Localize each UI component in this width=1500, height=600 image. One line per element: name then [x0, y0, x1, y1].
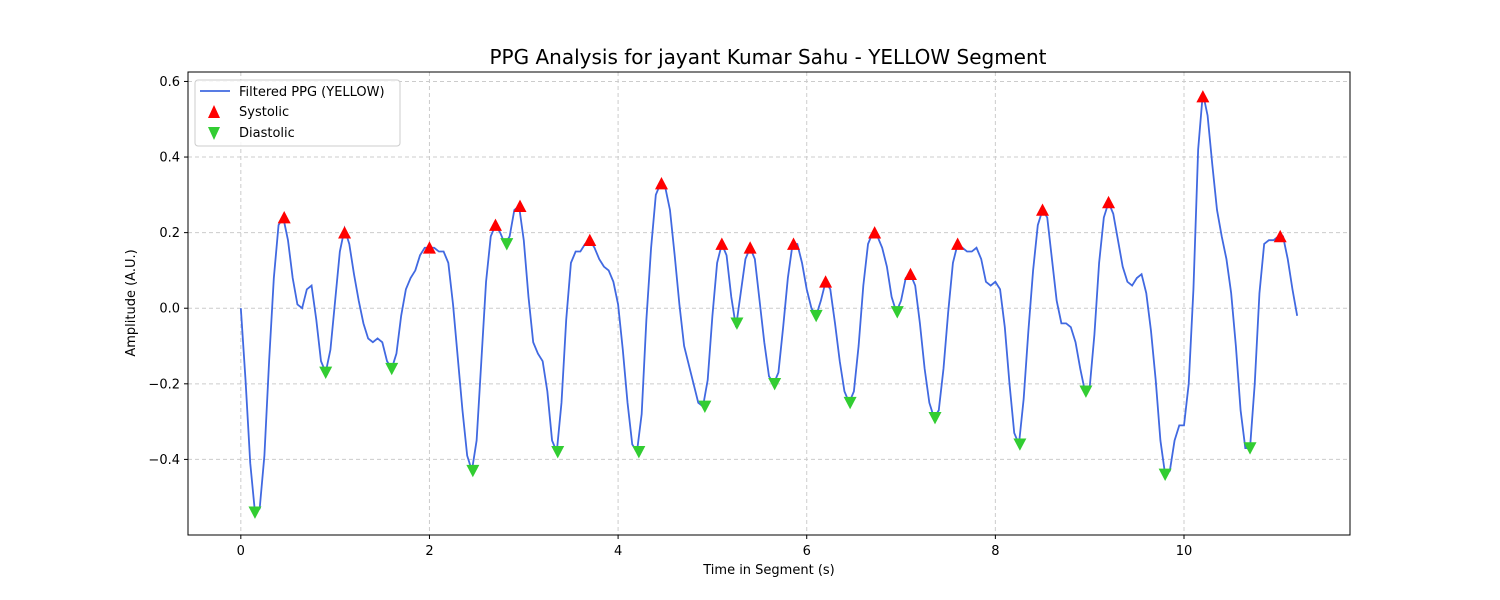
x-tick-label: 8	[991, 544, 999, 559]
legend-label-filtered-ppg: Filtered PPG (YELLOW)	[239, 85, 385, 100]
x-tick-label: 2	[425, 544, 433, 559]
y-tick-label: −0.2	[148, 377, 180, 392]
x-tick-label: 6	[803, 544, 811, 559]
plot-frame	[187, 71, 1351, 536]
diastolic-marker	[1158, 468, 1172, 482]
diastolic-marker	[698, 400, 712, 413]
systolic-marker	[743, 241, 757, 254]
systolic-marker	[1036, 203, 1050, 216]
x-tick-label: 0	[237, 544, 245, 559]
systolic-markers	[277, 90, 1287, 288]
systolic-marker	[654, 176, 668, 190]
y-axis-label: Amplitude (A.U.)	[124, 249, 139, 356]
diastolic-marker	[768, 377, 782, 391]
x-tick-label: 10	[1176, 544, 1193, 559]
y-tick-label: 0.2	[159, 226, 180, 241]
diastolic-marker	[1013, 438, 1027, 451]
legend-systolic-swatch	[208, 105, 220, 118]
systolic-marker	[277, 211, 291, 224]
diastolic-marker	[551, 445, 565, 459]
diastolic-marker	[890, 306, 904, 319]
systolic-marker	[819, 275, 833, 288]
diastolic-marker	[1079, 385, 1093, 398]
diastolic-marker	[809, 309, 823, 323]
y-tick-label: 0.0	[159, 302, 180, 317]
systolic-marker	[951, 237, 965, 250]
systolic-marker	[422, 241, 436, 254]
legend-label-diastolic: Diastolic	[239, 126, 295, 141]
chart-title: PPG Analysis for jayant Kumar Sahu - YEL…	[489, 45, 1046, 69]
y-tick-label: 0.6	[159, 75, 180, 90]
y-axis-ticks: −0.4 −0.2 0.0 0.2 0.4 0.6	[148, 75, 188, 468]
legend-box	[194, 79, 401, 147]
systolic-marker	[715, 237, 729, 250]
diastolic-marker	[248, 506, 262, 519]
diastolic-marker	[466, 464, 480, 478]
legend-label-systolic: Systolic	[239, 105, 289, 120]
systolic-marker	[338, 226, 352, 239]
y-tick-label: 0.4	[159, 151, 180, 166]
x-tick-label: 4	[614, 544, 622, 559]
systolic-marker	[903, 267, 917, 281]
systolic-marker	[1273, 229, 1287, 243]
x-axis-ticks: 0 2 4 6 8 10	[237, 535, 1193, 559]
systolic-marker	[513, 199, 527, 213]
legend: Filtered PPG (YELLOW) Systolic Diastolic	[194, 79, 401, 147]
systolic-marker	[488, 218, 502, 231]
systolic-marker	[583, 233, 597, 247]
diastolic-marker	[1243, 442, 1257, 455]
diastolic-marker	[500, 238, 514, 251]
diastolic-marker	[385, 362, 399, 376]
diastolic-marker	[632, 445, 646, 459]
diastolic-marker	[730, 317, 744, 330]
systolic-marker	[787, 237, 801, 250]
systolic-marker	[1196, 90, 1210, 103]
diastolic-markers	[248, 238, 1257, 519]
systolic-marker	[1102, 195, 1116, 209]
legend-diastolic-swatch	[208, 127, 220, 140]
x-axis-label: Time in Segment (s)	[702, 563, 834, 578]
diastolic-marker	[319, 366, 333, 379]
diastolic-marker	[928, 411, 942, 425]
systolic-marker	[868, 226, 882, 239]
y-tick-label: −0.4	[148, 453, 180, 468]
series-line-filtered-ppg	[239, 92, 1299, 515]
diastolic-marker	[843, 396, 857, 410]
